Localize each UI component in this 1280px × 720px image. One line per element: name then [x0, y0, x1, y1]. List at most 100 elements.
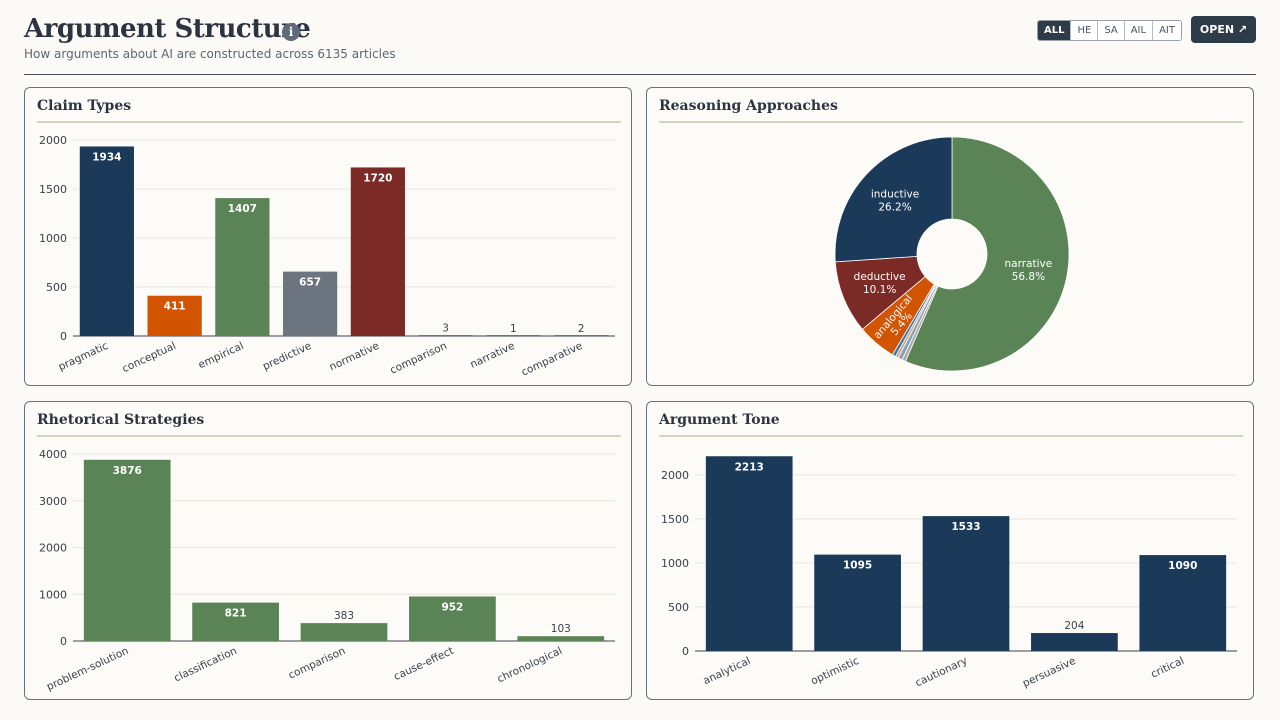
bar-value-label: 821	[225, 608, 247, 620]
x-tick-label: classification	[172, 645, 239, 685]
pie-slice-narrative	[904, 136, 1070, 372]
bar-comparison	[300, 623, 388, 641]
x-tick-label: conceptual	[120, 340, 178, 375]
bar-chronological	[517, 636, 605, 641]
y-tick-label: 0	[60, 635, 67, 648]
x-tick-label: empirical	[196, 340, 245, 371]
x-tick-label: predictive	[261, 340, 313, 373]
bar-cautionary	[922, 516, 1010, 651]
bar-value-label: 2	[578, 323, 585, 335]
filter-ail-button[interactable]: AIL	[1123, 21, 1153, 40]
y-tick-label: 500	[668, 601, 689, 614]
open-button[interactable]: OPEN ↗	[1191, 16, 1256, 43]
card-title-divider	[37, 121, 621, 123]
bar-value-label: 1533	[951, 521, 980, 533]
bar-analytical	[705, 456, 793, 651]
bar-cause-effect	[409, 596, 496, 641]
bar-value-label: 1095	[843, 560, 872, 572]
pie-slice-label: deductive	[854, 271, 906, 283]
page-subtitle: How arguments about AI are constructed a…	[24, 47, 396, 61]
bar-value-label: 103	[551, 623, 571, 635]
card-title-divider	[37, 435, 621, 437]
y-tick-label: 1500	[661, 513, 689, 526]
x-tick-label: persuasive	[1021, 655, 1078, 690]
y-tick-label: 1500	[39, 183, 67, 196]
rhetorical-strategies-chart: 0 1000 2000 3000 4000 3876 problem-solution 821…	[39, 448, 615, 693]
bar-value-label: 1934	[92, 151, 121, 163]
argument-tone-card: Argument Tone 0 500 1000 1500 2000 2213 analyt…	[646, 401, 1254, 700]
filter-all-button[interactable]: ALL	[1038, 21, 1071, 40]
y-tick-label: 0	[60, 330, 67, 343]
y-tick-label: 2000	[661, 469, 689, 482]
filter-sa-button[interactable]: SA	[1097, 21, 1124, 40]
card-title-divider	[659, 121, 1243, 123]
bar-empirical	[215, 198, 270, 336]
bar-value-label: 657	[299, 277, 321, 289]
x-tick-label: cause-effect	[392, 645, 456, 683]
x-tick-label: optimistic	[809, 655, 861, 688]
filter-he-button[interactable]: HE	[1070, 21, 1098, 40]
bar-value-label: 952	[441, 601, 463, 613]
y-tick-label: 1000	[39, 588, 67, 601]
pie-slice-percent: 26.2%	[878, 202, 911, 214]
page-header: Argument Structure i How arguments about…	[24, 14, 1256, 74]
y-tick-label: 2000	[39, 134, 67, 147]
bar-pragmatic	[79, 146, 134, 336]
page-title: Argument Structure	[24, 14, 311, 44]
bar-value-label: 3	[442, 323, 449, 335]
card-title: Argument Tone	[659, 412, 780, 428]
argument-tone-chart: 0 500 1000 1500 2000 2213 analytical 1095 optimi…	[661, 456, 1237, 690]
bar-normative	[350, 167, 405, 336]
pie-slice-inductive	[834, 136, 953, 263]
x-tick-label: analytical	[701, 655, 752, 687]
x-tick-label: pragmatic	[57, 340, 111, 374]
y-tick-label: 500	[46, 281, 67, 294]
y-tick-label: 1000	[661, 557, 689, 570]
filter-group: ALL HE SA AIL AIT	[1037, 20, 1182, 41]
bar-optimistic	[814, 554, 901, 651]
bar-value-label: 1090	[1168, 560, 1197, 572]
reasoning-approaches-chart: narrative56.8%analogical5.4%deductive10.…	[834, 136, 1070, 372]
pie-slice-percent: 56.8%	[1012, 271, 1045, 283]
bar-value-label: 1720	[363, 172, 392, 184]
bar-value-label: 1407	[228, 203, 257, 215]
bar-value-label: 204	[1064, 620, 1084, 632]
x-tick-label: comparison	[388, 340, 449, 377]
card-title: Reasoning Approaches	[659, 98, 838, 114]
x-tick-label: chronological	[495, 645, 564, 685]
bar-classification	[192, 602, 279, 641]
bar-value-label: 383	[334, 610, 354, 622]
y-tick-label: 2000	[39, 542, 67, 555]
pie-slice-percent: 10.1%	[863, 284, 896, 296]
claim-types-chart: 0 500 1000 1500 2000 1934 pragmatic 411 conceptu…	[39, 134, 615, 379]
bar-persuasive	[1031, 633, 1118, 651]
bar-predictive	[283, 271, 338, 336]
x-tick-label: problem-solution	[45, 645, 131, 693]
card-title-divider	[659, 435, 1243, 437]
pie-slice-label: narrative	[1005, 258, 1053, 270]
bar-narrative	[486, 335, 541, 336]
x-tick-label: normative	[327, 340, 381, 374]
info-icon[interactable]: i	[282, 23, 300, 41]
bar-comparative	[554, 335, 609, 336]
claim-types-card: Claim Types 0 500 1000 1500 2000 1934 pragmati…	[24, 87, 632, 386]
x-tick-label: comparative	[520, 340, 585, 379]
x-tick-label: cautionary	[913, 655, 969, 690]
bar-comparison	[418, 335, 473, 336]
header-divider	[24, 74, 1256, 75]
bar-value-label: 3876	[113, 465, 142, 477]
x-tick-label: critical	[1149, 655, 1186, 681]
pie-slice-label: inductive	[871, 189, 919, 201]
bar-value-label: 1	[510, 323, 517, 335]
x-tick-label: comparison	[287, 645, 348, 682]
rhetorical-strategies-card: Rhetorical Strategies 0 1000 2000 3000 4000 3…	[24, 401, 632, 700]
bar-critical	[1139, 555, 1227, 651]
bar-value-label: 411	[164, 301, 186, 313]
y-tick-label: 4000	[39, 448, 67, 461]
card-title: Claim Types	[37, 98, 132, 114]
card-title: Rhetorical Strategies	[37, 412, 205, 428]
reasoning-approaches-card: Reasoning Approaches narrative 56.8% analo…	[646, 87, 1254, 386]
filter-ait-button[interactable]: AIT	[1152, 21, 1181, 40]
x-tick-label: narrative	[468, 340, 516, 371]
y-tick-label: 1000	[39, 232, 67, 245]
